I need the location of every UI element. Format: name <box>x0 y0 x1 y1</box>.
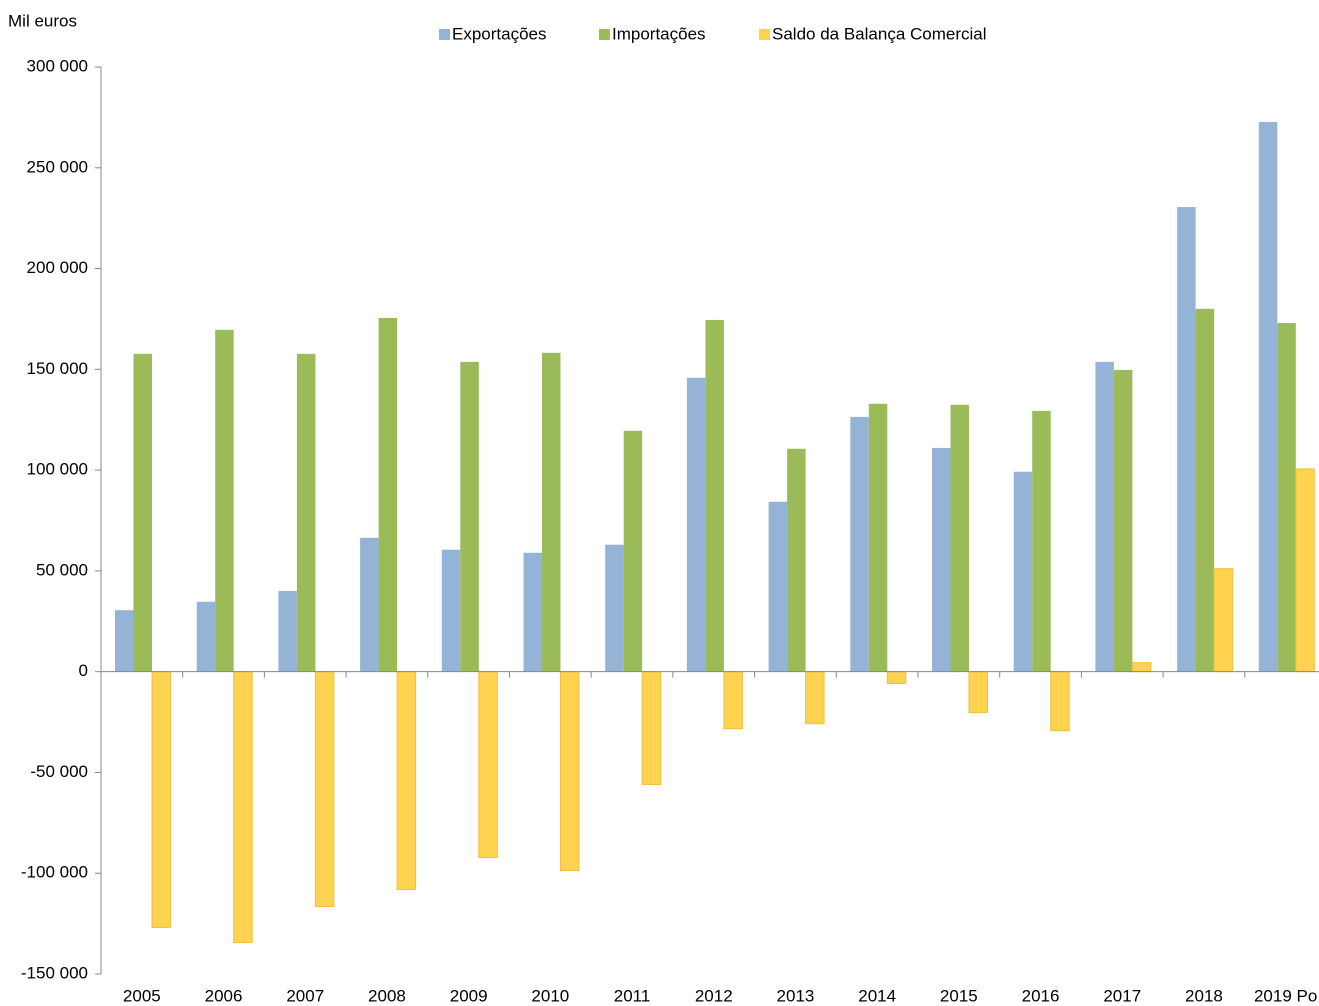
y-tick-label: 50 000 <box>36 560 88 579</box>
bar <box>932 447 951 672</box>
bar <box>115 610 134 672</box>
x-tick-label: 2014 <box>858 986 896 1005</box>
y-tick-label: 300 000 <box>27 56 88 75</box>
bar <box>542 352 561 672</box>
y-tick-label: 150 000 <box>27 359 88 378</box>
legend-label: Exportações <box>452 24 547 43</box>
bar <box>133 353 152 672</box>
bar <box>360 537 379 672</box>
x-tick-label: 2013 <box>777 986 815 1005</box>
x-tick-label: 2006 <box>205 986 243 1005</box>
bar <box>623 430 643 672</box>
bar <box>233 671 253 944</box>
bar <box>1177 207 1196 672</box>
bar <box>215 329 234 672</box>
bar <box>151 671 171 928</box>
bar <box>1277 322 1296 672</box>
legend-label: Saldo da Balança Comercial <box>772 24 987 43</box>
bar <box>605 544 624 672</box>
bar <box>196 601 216 672</box>
bar <box>314 671 335 907</box>
bar <box>296 353 316 672</box>
bar <box>850 416 869 672</box>
bar <box>805 671 825 725</box>
x-tick-label: 2010 <box>531 986 569 1005</box>
bar <box>723 671 743 730</box>
legend-swatch <box>759 29 770 40</box>
legend-swatch <box>599 29 610 40</box>
x-tick-label: 2011 <box>614 986 651 1005</box>
bar <box>396 671 417 891</box>
bar <box>950 404 969 672</box>
y-tick-label: -150 000 <box>21 963 88 982</box>
bar <box>1050 671 1070 732</box>
x-tick-label: 2016 <box>1022 986 1060 1005</box>
bar <box>1095 361 1114 672</box>
bar <box>705 319 724 672</box>
legend-swatch <box>439 29 450 40</box>
bar <box>441 549 461 672</box>
x-tick-label: 2005 <box>123 986 161 1005</box>
x-tick-label: 2017 <box>1103 986 1141 1005</box>
y-tick-label: -100 000 <box>21 863 88 882</box>
bar <box>460 361 479 672</box>
x-tick-label: 2009 <box>450 986 488 1005</box>
bar <box>478 671 498 859</box>
bar <box>1013 471 1033 672</box>
bar <box>1131 662 1152 673</box>
x-tick-label: 2007 <box>286 986 324 1005</box>
bar <box>1113 369 1133 672</box>
bar <box>686 377 706 672</box>
bar <box>278 591 297 672</box>
x-tick-label: 2012 <box>695 986 733 1005</box>
bar <box>1295 468 1315 673</box>
y-tick-label: -50 000 <box>30 762 88 781</box>
bar <box>378 317 398 672</box>
bar <box>768 501 788 672</box>
y-tick-label: 100 000 <box>27 460 88 479</box>
x-tick-label: 2018 <box>1185 986 1223 1005</box>
y-tick-label: 250 000 <box>27 157 88 176</box>
y-tick-label: 200 000 <box>27 258 88 277</box>
bar <box>1195 308 1215 672</box>
bar <box>968 671 988 714</box>
legend-label: Importações <box>612 24 706 43</box>
x-tick-label: 2019 Po <box>1254 986 1317 1005</box>
bar <box>868 403 888 672</box>
bar <box>523 552 542 672</box>
x-tick-label: 2015 <box>940 986 978 1005</box>
bar <box>1032 410 1051 672</box>
bar <box>641 671 662 786</box>
bar <box>1213 568 1234 673</box>
x-tick-label: 2008 <box>368 986 406 1005</box>
bar <box>560 671 580 872</box>
bar <box>787 448 806 672</box>
y-axis-unit: Mil euros <box>8 11 77 30</box>
y-tick-label: 0 <box>79 661 88 680</box>
bar <box>886 671 907 685</box>
bar <box>1258 122 1278 672</box>
